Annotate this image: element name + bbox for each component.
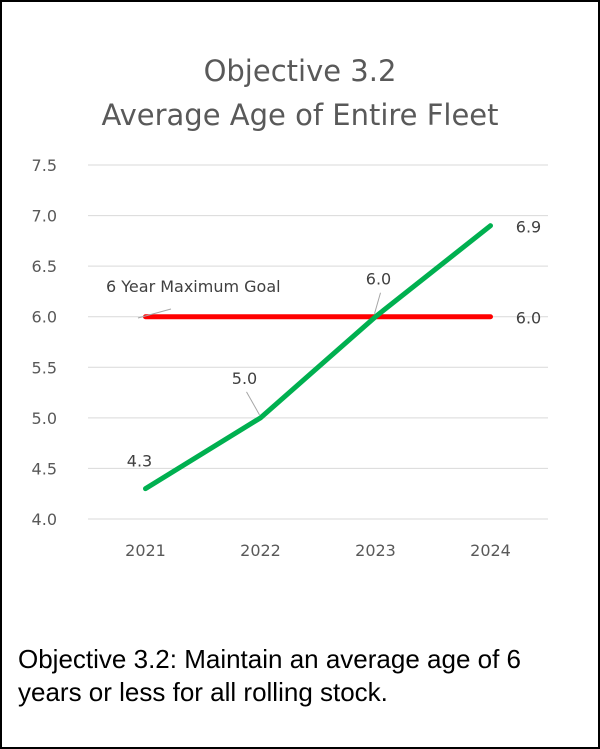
data-label-leader-line — [246, 391, 260, 416]
y-tick-label: 7.5 — [32, 156, 57, 175]
line-chart: 4.04.55.05.56.06.57.07.5 2021 2022 2023 202… — [32, 156, 548, 560]
gridlines — [88, 164, 548, 520]
x-tick-label: 2024 — [470, 541, 511, 560]
annotation-leader-line — [137, 308, 172, 319]
data-label: 5.0 — [232, 369, 257, 388]
data-label-leader-line — [374, 292, 381, 314]
caption: Objective 3.2: Maintain an average age o… — [18, 644, 521, 707]
x-tick-label: 2021 — [125, 541, 166, 560]
y-tick-label: 4.5 — [32, 459, 57, 478]
y-tick-label: 4.0 — [32, 510, 57, 529]
y-tick-label: 6.0 — [32, 308, 57, 327]
y-tick-label: 6.5 — [32, 257, 57, 276]
y-tick-label: 7.0 — [32, 207, 57, 226]
y-tick-label: 5.0 — [32, 409, 57, 428]
chart-title: Objective 3.2 — [203, 54, 397, 88]
data-label: 4.3 — [127, 452, 152, 471]
y-axis-ticks: 4.0 4.5 5.0 5.5 6.0 6.5 7.0 7.5 — [32, 156, 57, 529]
goal-annotation: 6 Year Maximum Goal — [106, 277, 281, 296]
fleet-age-line — [143, 223, 493, 492]
chart-subtitle: Average Age of Entire Fleet — [101, 98, 499, 132]
y-tick-label: 5.5 — [32, 358, 57, 377]
data-labels-group: 4.3 5.0 6.0 6.9 6.0 — [127, 218, 541, 471]
data-label: 6.0 — [366, 270, 391, 289]
x-tick-label: 2023 — [355, 541, 396, 560]
goal-data-label: 6.0 — [516, 309, 541, 328]
annotation-group: 6 Year Maximum Goal — [106, 277, 281, 319]
series-group — [143, 223, 493, 492]
data-label: 6.9 — [516, 218, 541, 237]
x-tick-label: 2022 — [240, 541, 281, 560]
x-axis-ticks: 2021 2022 2023 2024 — [125, 541, 511, 560]
